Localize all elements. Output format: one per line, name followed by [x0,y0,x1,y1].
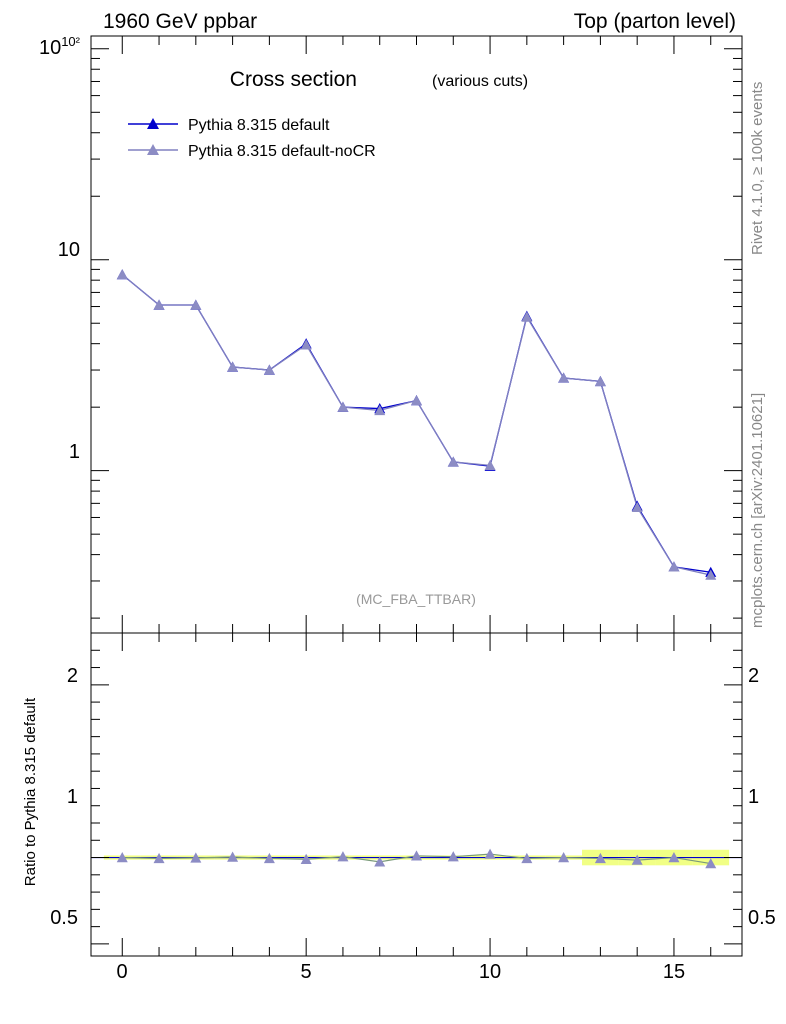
analysis-label: (MC_FBA_TTBAR) [356,591,476,607]
ratio-y-tick-05-right: 0.5 [748,907,776,929]
ratio-y-tick-1-right: 1 [748,786,759,808]
x-tick-label-0: 0 [116,961,127,983]
ratio-y-axis-label: Ratio to Pythia 8.315 default [22,697,39,886]
series-1-marker-8 [411,395,422,406]
ratio-marker-3 [227,851,239,862]
series-1-marker-10 [484,459,496,471]
legend-marker-nocr [147,144,159,155]
series-1-marker-11 [521,311,533,322]
ratio-panel: 2 1 0.5 2 1 0.5 Ratio to Pythia 8.315 de… [22,632,776,983]
series-1-marker-13 [594,375,606,387]
series-1-marker-16 [705,569,717,580]
ratio-marker-1 [153,852,165,864]
ratio-frame [90,632,743,957]
series-1-marker-2 [190,299,202,310]
chart-title: Cross section [230,68,357,91]
process-label: Top (parton level) [574,10,736,33]
mcplots-label: mcplots.cern.ch [arXiv:2401.10621] [749,393,766,628]
ratio-marker-11 [521,852,533,864]
ratio-marker-0 [116,852,128,863]
ratio-y-tick-2-right: 2 [748,665,759,687]
ratio-marker-15 [668,852,680,863]
y-tick-label-10: 10 [58,239,80,261]
ratio-marker-4 [263,852,275,864]
series-1-marker-7 [374,404,386,416]
legend-label-nocr: Pythia 8.315 default-noCR [188,143,376,160]
ratio-marker-8 [411,850,422,861]
series-line-0 [121,274,711,573]
ratio-marker-5 [300,853,312,864]
legend-marker-default [147,118,159,129]
main-panel: Cross section (various cuts) (MC_FBA_TTB… [39,34,743,634]
x-tick-label-15: 15 [663,961,685,983]
series-1-marker-6 [337,401,349,412]
ratio-y-tick-2: 2 [67,665,78,687]
y-tick-label-1: 1 [69,441,80,463]
ratio-marker-2 [190,852,202,863]
legend: Pythia 8.315 default Pythia 8.315 defaul… [128,117,376,160]
series-1-marker-1 [153,299,165,310]
series-1-marker-12 [558,372,570,383]
series-line-1 [121,274,711,576]
legend-label-default: Pythia 8.315 default [188,117,330,134]
ratio-marker-6 [337,851,349,862]
series-1-marker-3 [227,361,239,372]
ratio-marker-14 [631,854,643,865]
ratio-y-tick-1: 1 [67,786,78,808]
collision-label: 1960 GeV ppbar [103,10,257,33]
series-1-marker-15 [668,561,680,572]
ratio-marker-12 [558,852,570,863]
series-1-marker-4 [263,364,275,375]
series-1-marker-5 [300,339,312,350]
series-1-marker-0 [116,269,128,280]
x-tick-label-10: 10 [479,961,501,983]
ratio-marker-16 [705,858,717,869]
ratio-marker-10 [484,848,496,859]
ratio-y-tick-05: 0.5 [50,907,78,929]
rivet-label: Rivet 4.1.0, ≥ 100k events [749,82,766,255]
chart-subtitle: (various cuts) [432,73,528,90]
series-1-marker-14 [631,501,643,513]
x-tick-label-5: 5 [300,961,311,983]
ratio-marker-7 [374,856,386,867]
series-1-marker-9 [447,456,459,467]
ratio-marker-13 [594,852,606,864]
ratio-marker-9 [447,851,459,862]
y-tick-label-100: 1010² [39,34,81,59]
